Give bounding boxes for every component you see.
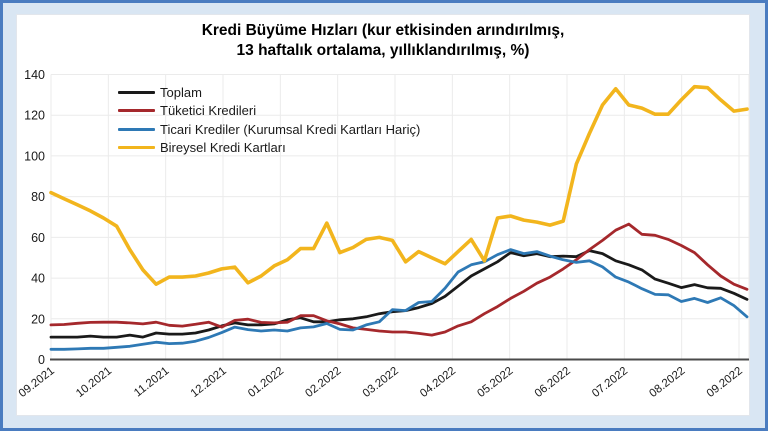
legend-label-ticari: Ticari Krediler (Kurumsal Kredi Kartları…: [160, 121, 421, 137]
y-tick-label: 20: [31, 312, 45, 326]
chart-title: Kredi Büyüme Hızları (kur etkisinden arı…: [17, 21, 749, 61]
x-tick-label: 10.2021: [74, 365, 114, 400]
chart-title-line2: 13 haftalık ortalama, yıllıklandırılmış,…: [236, 42, 530, 59]
series-line-toplam: [49, 249, 749, 339]
series-line-bireysel: [49, 84, 749, 287]
series-line-tuketici: [49, 222, 749, 337]
x-tick-label: 09.2021: [17, 365, 57, 400]
y-tick-label: 40: [31, 272, 45, 286]
x-tick-label: 06.2022: [533, 365, 573, 400]
y-tick-label: 140: [24, 68, 45, 82]
x-tick-label: 05.2022: [475, 365, 515, 400]
y-tick-label: 80: [31, 190, 45, 204]
y-tick-label: 120: [24, 109, 45, 123]
legend-swatch-toplam: [118, 90, 155, 94]
x-tick-label: 08.2022: [647, 365, 687, 400]
legend-swatch-tuketici: [118, 109, 155, 113]
legend-item-bireysel: Bireysel Kredi Kartları: [118, 139, 420, 158]
legend-label-toplam: Toplam: [160, 84, 202, 100]
x-tick-label: 01.2022: [246, 365, 286, 400]
x-tick-label: 04.2022: [418, 365, 458, 400]
y-tick-label: 0: [38, 353, 45, 367]
series-line-ticari: [49, 248, 749, 351]
chart-title-line1: Kredi Büyüme Hızları (kur etkisinden arı…: [201, 22, 565, 39]
chart-legend: Toplam Tüketici Kredileri Ticari Kredile…: [118, 83, 420, 157]
chart-card: Kredi Büyüme Hızları (kur etkisinden arı…: [16, 14, 750, 416]
y-tick-label: 60: [31, 231, 45, 245]
x-tick-label: 02.2022: [303, 365, 343, 400]
legend-swatch-ticari: [118, 127, 155, 131]
legend-item-toplam: Toplam: [118, 83, 420, 102]
legend-label-bireysel: Bireysel Kredi Kartları: [160, 140, 286, 156]
legend-label-tuketici: Tüketici Kredileri: [160, 103, 257, 119]
legend-item-ticari: Ticari Krediler (Kurumsal Kredi Kartları…: [118, 120, 420, 139]
y-tick-label: 100: [24, 149, 45, 163]
chart-canvas: 0 20 40 60 80 100 120 140 09.2021 10.2021 11.2021 1…: [17, 68, 750, 400]
x-tick-label: 07.2022: [590, 365, 630, 400]
x-tick-label: 12.2021: [189, 365, 229, 400]
x-tick-label: 11.2021: [132, 365, 171, 400]
x-tick-label: 03.2022: [361, 365, 401, 400]
legend-item-tuketici: Tüketici Kredileri: [118, 102, 420, 121]
x-tick-label: 09.2022: [705, 365, 745, 400]
legend-swatch-bireysel: [118, 146, 155, 150]
